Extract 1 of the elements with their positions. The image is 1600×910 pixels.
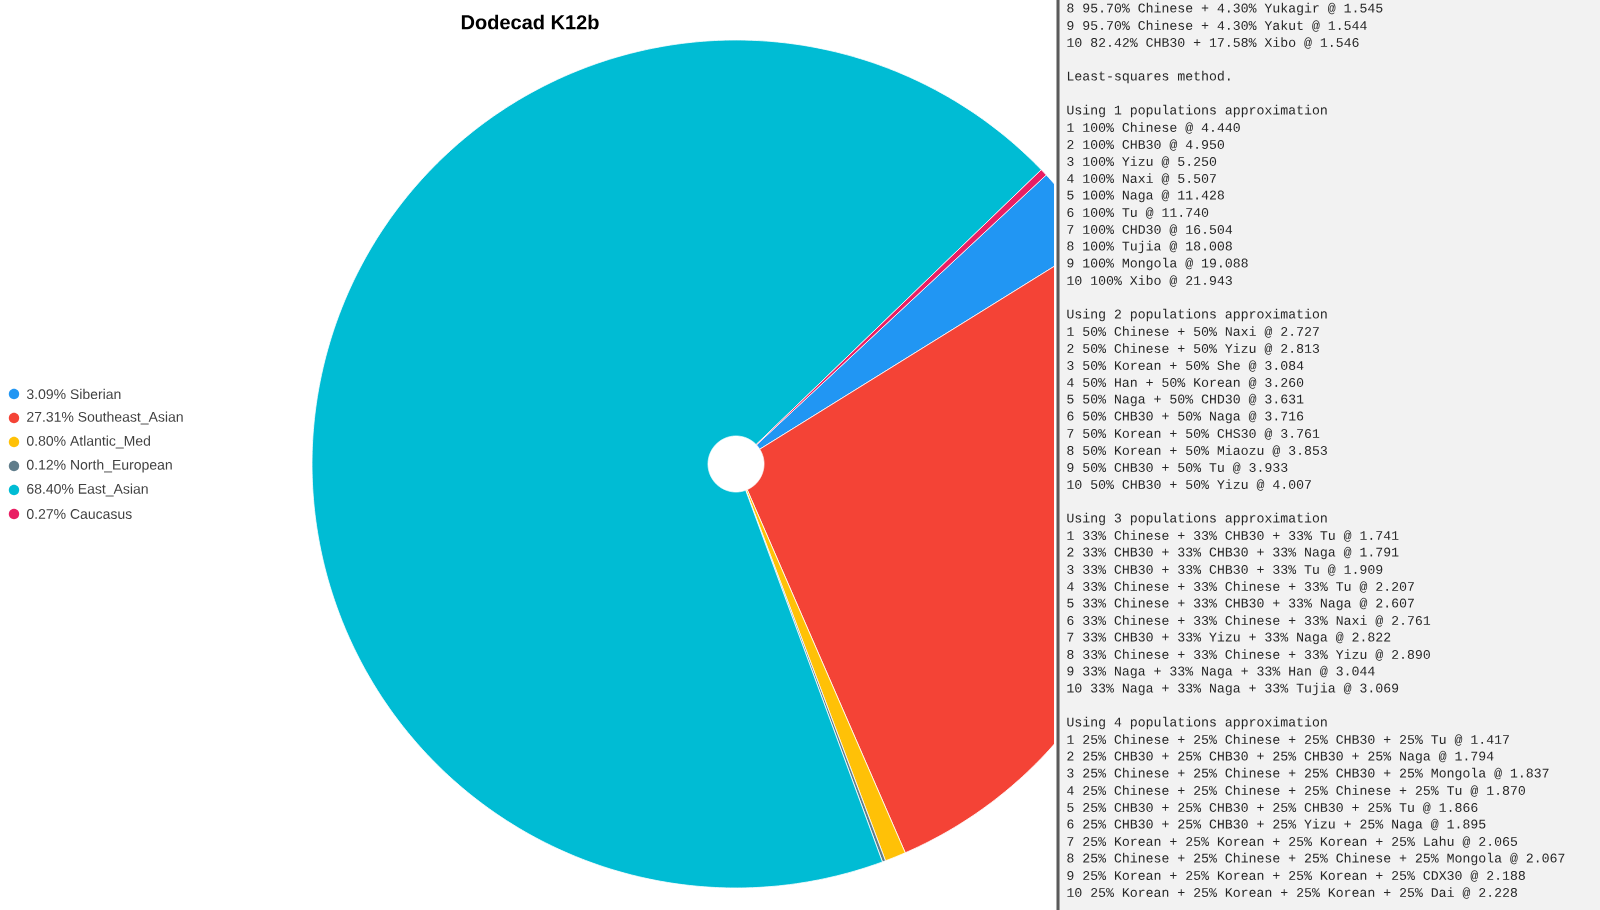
chart-title: Dodecad K12b bbox=[461, 14, 599, 30]
